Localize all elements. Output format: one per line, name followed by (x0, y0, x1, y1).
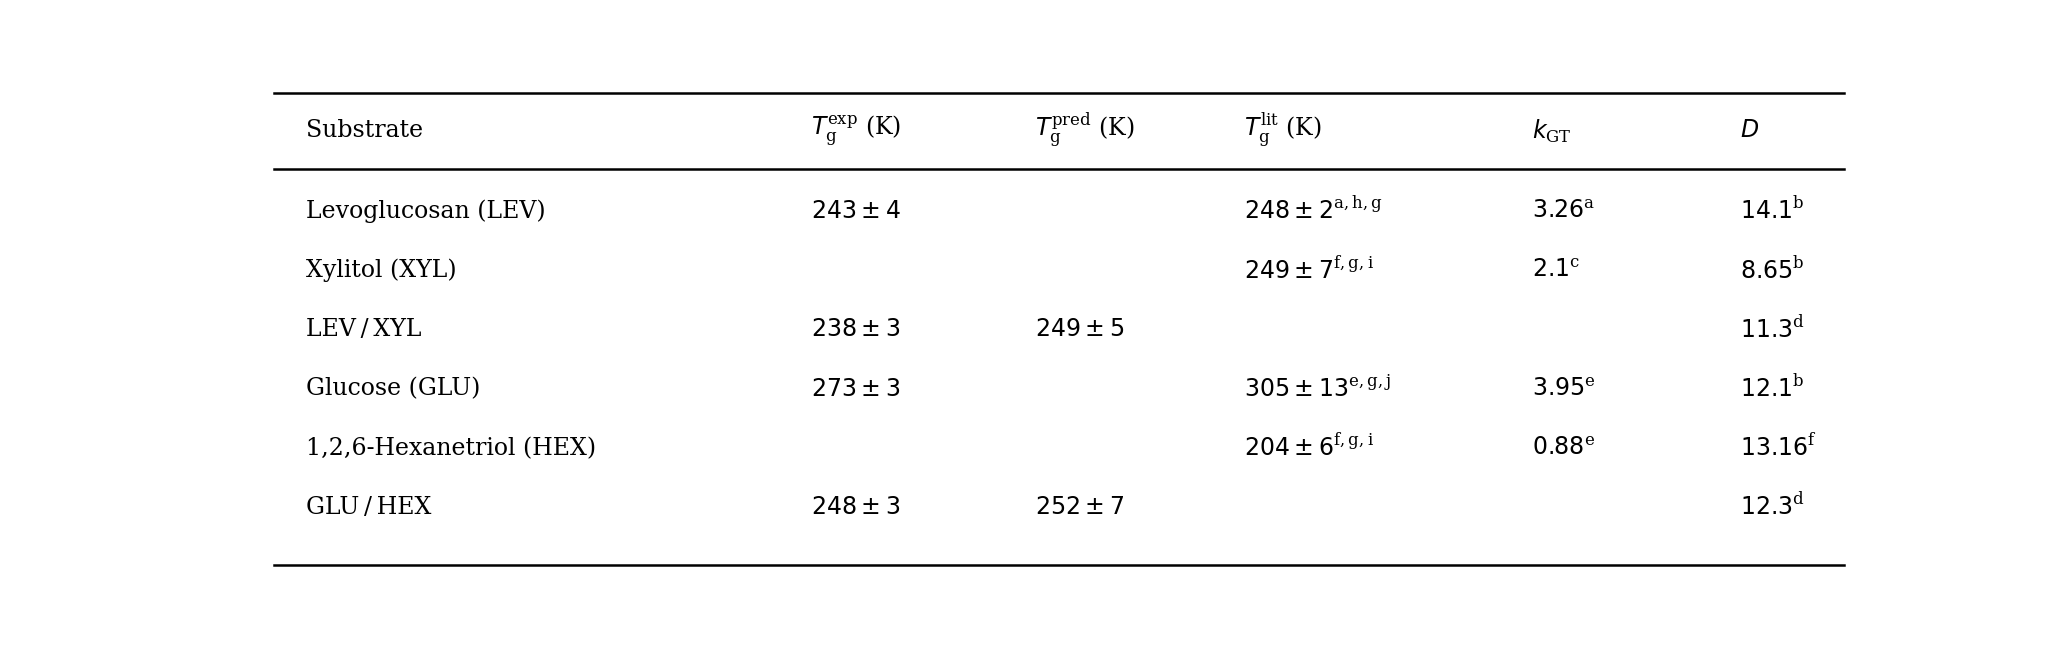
Text: $248 \pm 3$: $248 \pm 3$ (810, 496, 901, 519)
Text: Levoglucosan (LEV): Levoglucosan (LEV) (306, 200, 546, 223)
Text: $0.88^\mathregular{e}$: $0.88^\mathregular{e}$ (1532, 437, 1596, 460)
Text: $243 \pm 4$: $243 \pm 4$ (810, 200, 901, 223)
Text: $249 \pm 7^\mathregular{f,g,i}$: $249 \pm 7^\mathregular{f,g,i}$ (1244, 257, 1372, 284)
Text: $2.1^\mathregular{c}$: $2.1^\mathregular{c}$ (1532, 259, 1581, 282)
Text: $204 \pm 6^\mathregular{f,g,i}$: $204 \pm 6^\mathregular{f,g,i}$ (1244, 435, 1372, 462)
Text: $14.1^\mathregular{b}$: $14.1^\mathregular{b}$ (1740, 198, 1804, 225)
Text: $12.3^\mathregular{d}$: $12.3^\mathregular{d}$ (1740, 494, 1804, 521)
Text: $252 \pm 7$: $252 \pm 7$ (1036, 496, 1124, 519)
Text: $238 \pm 3$: $238 \pm 3$ (810, 318, 901, 341)
Text: Xylitol (XYL): Xylitol (XYL) (306, 259, 457, 282)
Text: $k_\mathregular{GT}$: $k_\mathregular{GT}$ (1532, 117, 1571, 145)
Text: $305 \pm 13^\mathregular{e,g,j}$: $305 \pm 13^\mathregular{e,g,j}$ (1244, 376, 1391, 402)
Text: $3.26^\mathregular{a}$: $3.26^\mathregular{a}$ (1532, 200, 1596, 223)
Text: $273 \pm 3$: $273 \pm 3$ (810, 378, 901, 400)
Text: 1,2,6-Hexanetriol (HEX): 1,2,6-Hexanetriol (HEX) (306, 437, 597, 460)
Text: LEV / XYL: LEV / XYL (306, 318, 422, 341)
Text: $13.16^\mathregular{f}$: $13.16^\mathregular{f}$ (1740, 435, 1817, 462)
Text: Substrate: Substrate (306, 119, 424, 142)
Text: GLU / HEX: GLU / HEX (306, 496, 432, 519)
Text: $248 \pm 2^\mathregular{a,h,g}$: $248 \pm 2^\mathregular{a,h,g}$ (1244, 198, 1383, 225)
Text: Glucose (GLU): Glucose (GLU) (306, 378, 482, 400)
Text: $T_\mathregular{g}^\mathregular{exp}$ (K): $T_\mathregular{g}^\mathregular{exp}$ (K… (810, 113, 901, 148)
Text: $249 \pm 5$: $249 \pm 5$ (1036, 318, 1124, 341)
Text: $12.1^\mathregular{b}$: $12.1^\mathregular{b}$ (1740, 376, 1804, 402)
Text: $11.3^\mathregular{d}$: $11.3^\mathregular{d}$ (1740, 316, 1804, 344)
Text: $T_\mathregular{g}^\mathregular{lit}$ (K): $T_\mathregular{g}^\mathregular{lit}$ (K… (1244, 111, 1321, 151)
Text: $D$: $D$ (1740, 119, 1759, 142)
Text: $3.95^\mathregular{e}$: $3.95^\mathregular{e}$ (1532, 378, 1596, 400)
Text: $8.65^\mathregular{b}$: $8.65^\mathregular{b}$ (1740, 257, 1804, 284)
Text: $T_\mathregular{g}^\mathregular{pred}$ (K): $T_\mathregular{g}^\mathregular{pred}$ (… (1036, 111, 1135, 151)
